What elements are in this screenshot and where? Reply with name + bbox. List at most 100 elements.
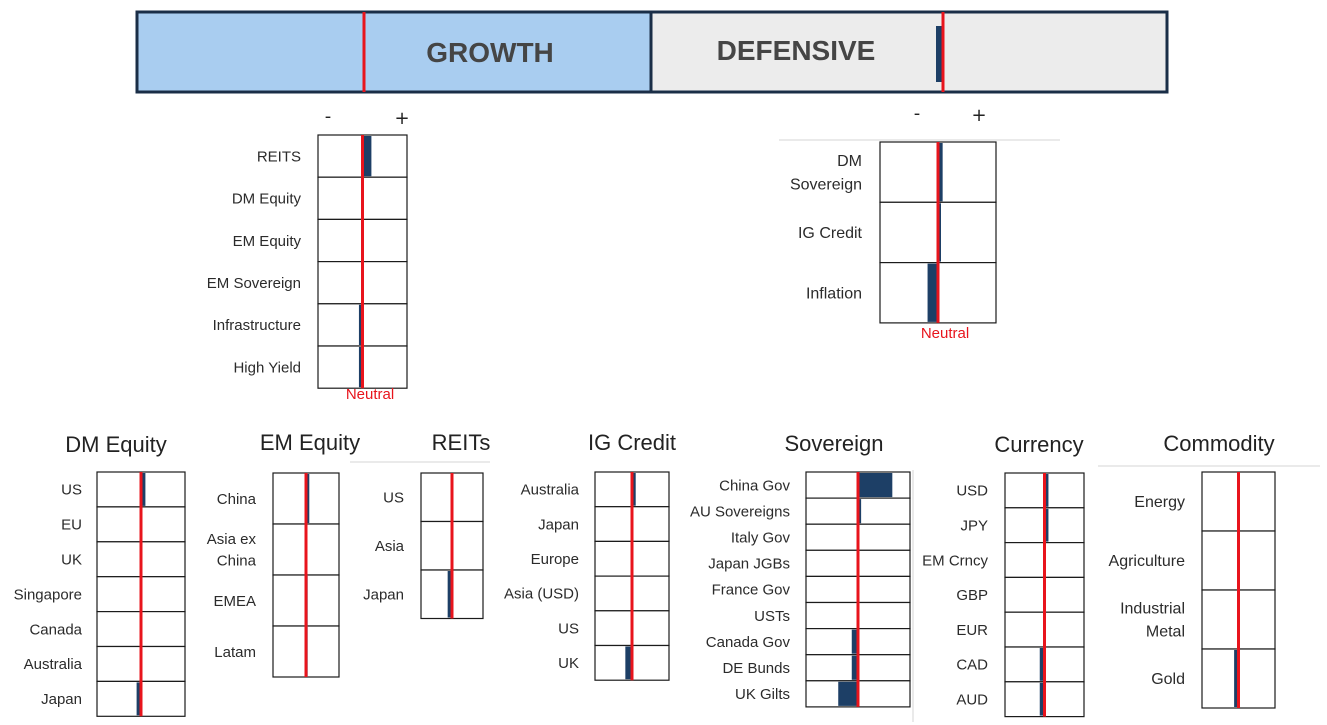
category-label: AUD (956, 691, 988, 708)
dm-equity-title: DM Equity (65, 432, 166, 457)
category-label: GBP (956, 587, 988, 604)
position-bar (851, 655, 858, 680)
position-bar (1039, 682, 1045, 716)
category-label: Agriculture (1109, 553, 1186, 570)
growth-summary-panel: REITS DM Equity EM Equity EM Sovereign Infra… (207, 134, 408, 403)
category-label: Asia (USD) (504, 586, 579, 603)
category-label: US (383, 490, 404, 507)
category-label: EM Crncy (922, 552, 988, 569)
category-label: Singapore (14, 586, 82, 603)
category-label: Japan (363, 587, 404, 604)
category-label: Italy Gov (731, 530, 791, 547)
position-bar (447, 571, 452, 618)
defensive-scale-markers: - + (914, 103, 987, 126)
growth-scale-markers: - + (325, 106, 410, 129)
category-label: US (558, 620, 579, 637)
defensive-segment (649, 10, 1169, 94)
category-label: China Gov (719, 477, 790, 494)
category-label: JPY (960, 517, 988, 534)
category-label: DM Equity (232, 191, 302, 208)
position-bar (625, 646, 632, 680)
category-label: Asia (375, 538, 405, 555)
em-equity-title: EM Equity (260, 430, 360, 455)
ig-credit-title: IG Credit (588, 430, 676, 455)
category-label: CAD (956, 657, 988, 674)
position-bar (858, 473, 893, 498)
category-label: Canada (29, 621, 82, 638)
category-label: Energy (1134, 494, 1185, 511)
category-label: REITS (257, 148, 301, 165)
commodity-panel: Commodity Energy Agriculture Industrial Meta… (1109, 431, 1276, 709)
neutral-label: Neutral (921, 325, 969, 342)
category-label: Asia ex China (207, 531, 257, 570)
dm-equity-panel: DM Equity US EU UK Singapore Canada Australia J… (14, 432, 186, 717)
category-label: Industrial Metal (1120, 601, 1185, 641)
category-label: EU (61, 517, 82, 534)
currency-title: Currency (994, 432, 1083, 457)
currency-panel: Currency USD JPY EM Crncy GBP EUR CAD AUD (922, 432, 1085, 718)
position-bar (306, 474, 310, 523)
category-label: EM Sovereign (207, 275, 301, 292)
category-label: China (217, 491, 257, 508)
growth-scale-minus: - (325, 106, 332, 127)
position-bar (1044, 474, 1049, 507)
growth-label: GROWTH (426, 37, 554, 68)
defensive-label: DEFENSIVE (717, 35, 876, 66)
category-label: UK Gilts (735, 686, 790, 703)
category-label: AU Sovereigns (690, 503, 790, 520)
category-label: Inflation (806, 285, 862, 302)
growth-scale-plus: + (394, 108, 409, 129)
defensive-scale-plus: + (971, 105, 986, 126)
category-label: Australia (521, 482, 580, 499)
category-label: Japan JGBs (708, 556, 790, 573)
category-label: Europe (531, 551, 579, 568)
defensive-position-bar (936, 26, 942, 82)
position-bar (851, 629, 858, 654)
position-bar (358, 304, 363, 345)
position-bar (358, 347, 363, 388)
category-label: France Gov (712, 582, 791, 599)
sovereign-panel: Sovereign China Gov AU Sovereigns Italy Gov… (690, 431, 911, 708)
category-label: USD (956, 483, 988, 500)
position-bar (141, 473, 146, 506)
position-bar (938, 143, 943, 202)
category-label: Canada Gov (706, 634, 791, 651)
allocation-panels: REITS DM Equity EM Equity EM Sovereign Infra… (14, 134, 1276, 718)
category-label: Japan (41, 691, 82, 708)
category-label: EM Equity (233, 233, 302, 250)
ig-credit-panel: IG Credit Australia Japan Europe Asia (USD) U… (504, 430, 676, 681)
commodity-title: Commodity (1163, 431, 1274, 456)
category-label: Gold (1151, 671, 1185, 688)
category-label: USTs (754, 608, 790, 625)
defensive-summary-panel: DM Sovereign IG Credit Inflation Neutral (790, 141, 997, 342)
reits-panel: REITs US Asia Japan (363, 430, 490, 620)
category-label: UK (558, 655, 579, 672)
category-label: US (61, 482, 82, 499)
position-bar (1044, 508, 1049, 542)
category-label: UK (61, 552, 82, 569)
category-label: DM Sovereign (790, 153, 862, 193)
category-label: Infrastructure (213, 317, 301, 334)
position-bar (136, 682, 141, 716)
em-equity-panel: EM Equity China Asia ex China EMEA Latam (207, 430, 360, 678)
category-label: High Yield (233, 359, 301, 376)
position-bar (858, 499, 862, 524)
neutral-label: Neutral (346, 386, 394, 403)
growth-segment (135, 10, 653, 94)
category-label: Japan (538, 516, 579, 533)
position-bar (838, 681, 858, 706)
position-bar (1234, 650, 1239, 707)
category-label: EMEA (213, 593, 256, 610)
position-bar (632, 473, 636, 506)
category-label: EUR (956, 622, 988, 639)
category-label: Australia (24, 656, 83, 673)
position-bar (1039, 648, 1045, 681)
category-label: Latam (214, 644, 256, 661)
category-label: IG Credit (798, 225, 863, 242)
regime-header: GROWTH DEFENSIVE (135, 10, 1169, 94)
position-bar (927, 263, 938, 322)
sovereign-title: Sovereign (784, 431, 883, 456)
defensive-scale-minus: - (914, 103, 921, 124)
